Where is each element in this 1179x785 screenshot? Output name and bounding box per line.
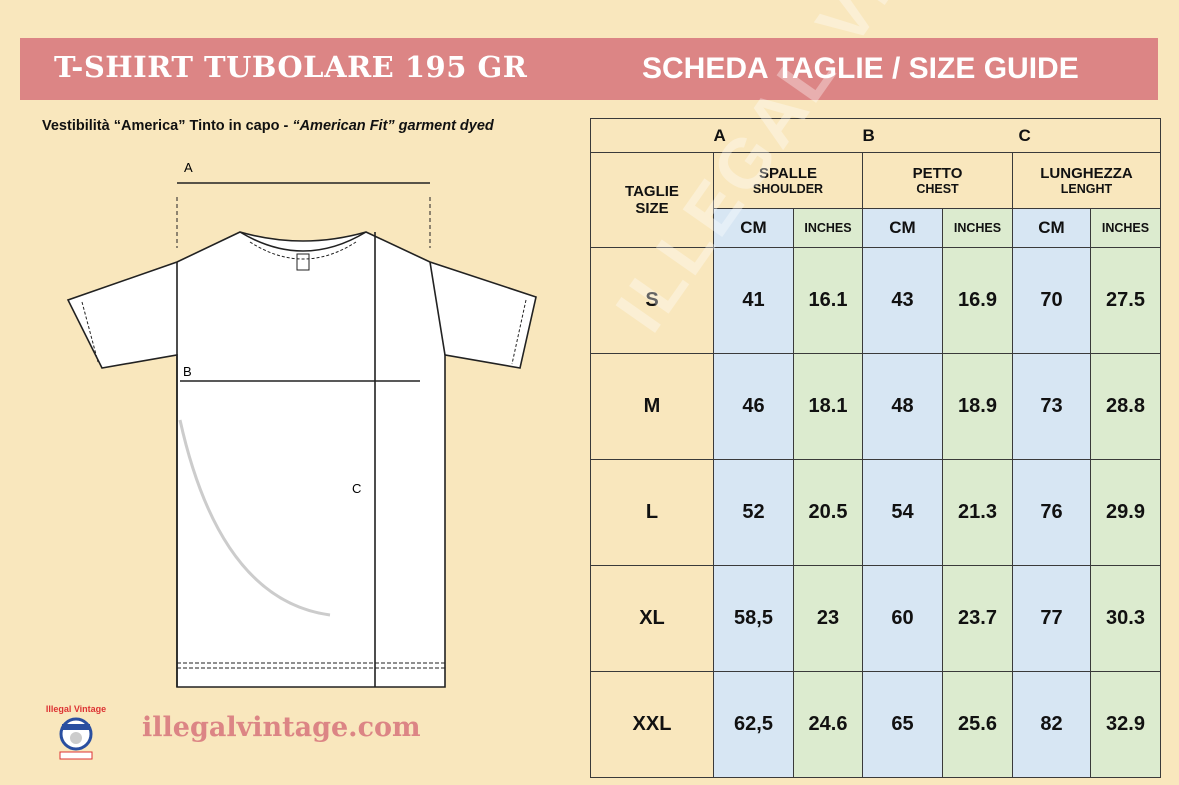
cm-value: 82 <box>1012 671 1091 778</box>
inches-value: 25.6 <box>942 671 1013 778</box>
brand-logo: Illegal Vintage <box>46 704 106 760</box>
unit-inches: INCHES <box>793 208 863 248</box>
cm-value: 58,5 <box>713 565 794 672</box>
length-header: LUNGHEZZA LENGHT <box>1012 152 1161 209</box>
unit-inches: INCHES <box>1090 208 1161 248</box>
unit-header-row: CM INCHES CM INCHES CM INCHES <box>591 208 1161 248</box>
size-label: XL <box>590 565 714 672</box>
inches-value: 23 <box>793 565 863 672</box>
cm-value: 41 <box>713 247 794 354</box>
unit-cm: CM <box>713 208 794 248</box>
size-row: L 52 20.5 54 21.3 76 29.9 <box>590 459 1161 566</box>
size-label: S <box>590 247 714 354</box>
letter-c: C <box>1012 118 1161 153</box>
cm-value: 65 <box>862 671 943 778</box>
cm-value: 73 <box>1012 353 1091 460</box>
letter-a: A <box>713 118 863 153</box>
label-a: A <box>184 160 193 175</box>
inches-value: 24.6 <box>793 671 863 778</box>
inches-value: 30.3 <box>1090 565 1161 672</box>
inches-value: 27.5 <box>1090 247 1161 354</box>
size-row: M 46 18.1 48 18.9 73 28.8 <box>590 353 1161 460</box>
inches-value: 18.1 <box>793 353 863 460</box>
label-c: C <box>352 481 361 496</box>
group-header-row: TAGLIE SIZE SPALLE SHOULDER PETTO CHEST LUN… <box>590 152 1161 248</box>
tshirt-diagram: A B C <box>66 160 537 688</box>
inches-value: 18.9 <box>942 353 1013 460</box>
letter-b: B <box>862 118 1013 153</box>
inches-value: 23.7 <box>942 565 1013 672</box>
inches-value: 20.5 <box>793 459 863 566</box>
size-table: A B C TAGLIE SIZE SPALLE SHOULDER PETTO CHE… <box>590 118 1161 778</box>
fit-description: Vestibilità “America” Tinto in capo - “A… <box>42 118 494 134</box>
shoulder-header: SPALLE SHOULDER <box>713 152 863 209</box>
measurement-letters-row: A B C <box>590 118 1161 153</box>
cm-value: 76 <box>1012 459 1091 566</box>
cm-value: 48 <box>862 353 943 460</box>
size-header: TAGLIE SIZE <box>590 152 714 248</box>
cm-value: 60 <box>862 565 943 672</box>
fit-description-it: Vestibilità “America” Tinto in capo - <box>42 118 293 134</box>
size-guide-title: SCHEDA TAGLIE / SIZE GUIDE <box>642 52 1079 85</box>
size-label: XXL <box>590 671 714 778</box>
size-label: M <box>590 353 714 460</box>
inches-value: 16.9 <box>942 247 1013 354</box>
fit-description-en: “American Fit” garment dyed <box>292 118 494 134</box>
label-b: B <box>183 364 192 379</box>
title-banner: T-SHIRT TUBOLARE 195 GR SCHEDA TAGLIE / … <box>20 38 1158 100</box>
cm-value: 46 <box>713 353 794 460</box>
svg-text:Illegal Vintage: Illegal Vintage <box>46 704 106 714</box>
unit-cm: CM <box>862 208 943 248</box>
size-row: XXL 62,5 24.6 65 25.6 82 32.9 <box>590 671 1161 778</box>
cm-value: 70 <box>1012 247 1091 354</box>
cm-value: 77 <box>1012 565 1091 672</box>
chest-header: PETTO CHEST <box>862 152 1013 209</box>
size-label: L <box>590 459 714 566</box>
cm-value: 43 <box>862 247 943 354</box>
cm-value: 62,5 <box>713 671 794 778</box>
cm-value: 52 <box>713 459 794 566</box>
unit-inches: INCHES <box>942 208 1013 248</box>
size-row: S 41 16.1 43 16.9 70 27.5 <box>590 247 1161 354</box>
cm-value: 54 <box>862 459 943 566</box>
inches-value: 28.8 <box>1090 353 1161 460</box>
website-url: illegalvintage.com <box>142 712 421 743</box>
product-title: T-SHIRT TUBOLARE 195 GR <box>54 50 528 84</box>
inches-value: 16.1 <box>793 247 863 354</box>
inches-value: 32.9 <box>1090 671 1161 778</box>
size-row: XL 58,5 23 60 23.7 77 30.3 <box>590 565 1161 672</box>
inches-value: 21.3 <box>942 459 1013 566</box>
inches-value: 29.9 <box>1090 459 1161 566</box>
unit-cm: CM <box>1012 208 1091 248</box>
